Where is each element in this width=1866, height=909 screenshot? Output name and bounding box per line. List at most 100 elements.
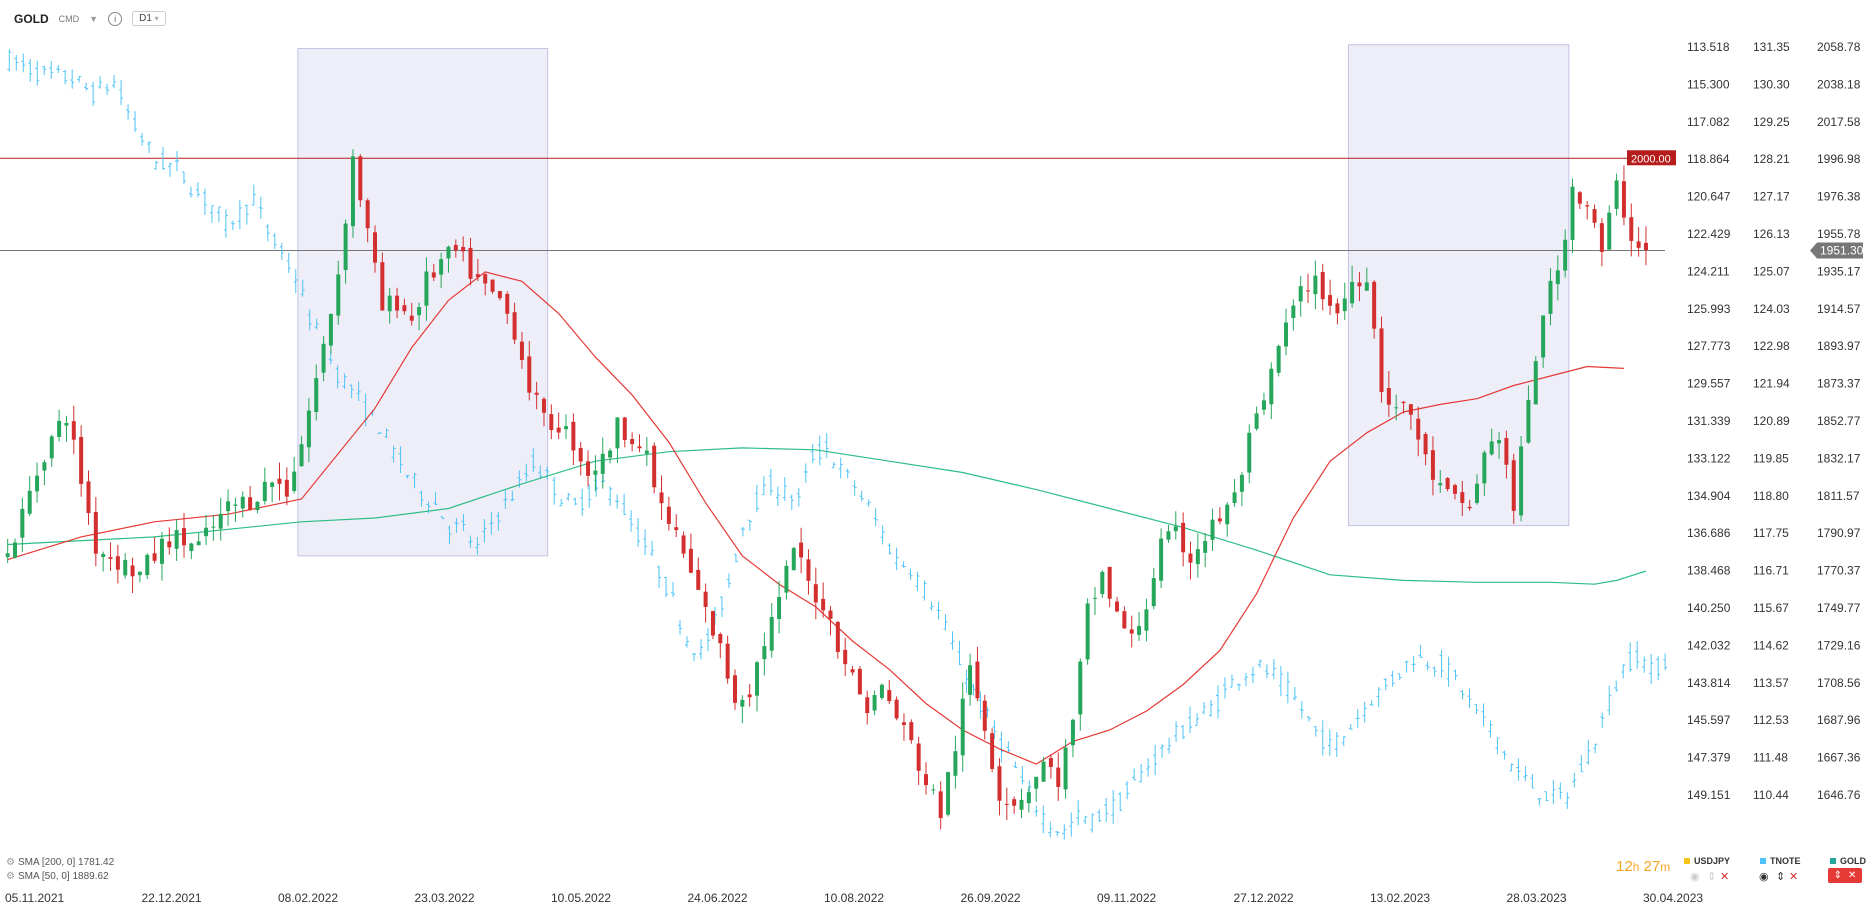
usdjpy-axis-label: 118.864 — [1687, 152, 1730, 166]
close-icon[interactable]: ✕ — [1848, 870, 1857, 881]
candle-body — [1497, 440, 1502, 444]
eye-icon[interactable]: ◉ — [1690, 871, 1700, 883]
candle-body — [108, 557, 113, 559]
candle-body — [1276, 345, 1281, 373]
tnote-axis-label: 127.17 — [1753, 190, 1790, 204]
gold-axis-label: 1708.56 — [1817, 676, 1861, 690]
candle-body — [835, 621, 840, 653]
gold-axis-label: 2017.58 — [1817, 115, 1861, 129]
candle-body — [659, 492, 664, 504]
candle-body — [1408, 404, 1413, 415]
candle-body — [1629, 217, 1634, 241]
candle-body — [446, 246, 451, 259]
close-icon[interactable]: ✕ — [1720, 871, 1730, 883]
usdjpy-axis-label: 133.122 — [1687, 451, 1731, 465]
close-icon[interactable]: ✕ — [1789, 871, 1799, 883]
overlay-gold[interactable]: GOLD — [1830, 856, 1866, 866]
candle-body — [821, 598, 826, 611]
candle-body — [1452, 485, 1457, 494]
usdjpy-color-swatch — [1684, 858, 1690, 864]
tnote-axis-label: 119.85 — [1753, 451, 1789, 465]
usdjpy-axis-label: 113.518 — [1687, 40, 1730, 54]
candle-body — [255, 501, 260, 511]
gold-axis-label: 1914.57 — [1817, 302, 1861, 316]
candle-countdown: 12h 27m — [1616, 858, 1670, 875]
candle-body — [762, 646, 767, 660]
candle-body — [115, 556, 120, 570]
sort-icon[interactable]: ⇕ — [1707, 871, 1717, 883]
candle-body — [512, 312, 517, 340]
candle-body — [1203, 541, 1208, 553]
settings-icon[interactable]: ⚙ — [6, 857, 15, 868]
candle-body — [1034, 776, 1039, 789]
candle-body — [799, 542, 804, 558]
candle-body — [314, 378, 319, 413]
usdjpy-axis-label: 138.468 — [1687, 564, 1731, 578]
candle-body — [865, 697, 870, 714]
time-axis: 05.11.2021 22.12.2021 08.02.2022 23.03.2022… — [5, 891, 1703, 905]
candle-body — [1070, 719, 1075, 746]
chevron-down-icon[interactable]: ▼ — [89, 13, 99, 24]
candle-body — [1643, 242, 1648, 251]
gold-axis-label: 2038.18 — [1817, 77, 1861, 91]
candle-body — [1541, 315, 1546, 358]
candle-body — [666, 506, 671, 524]
candle-body — [431, 272, 436, 278]
candle-body — [1026, 792, 1031, 804]
timeframe-select[interactable]: D1 ▾ — [132, 11, 166, 26]
candle-body — [365, 200, 370, 229]
candle-body — [586, 461, 591, 476]
overlay-tnote[interactable]: TNOTE — [1760, 856, 1801, 866]
eye-icon[interactable]: ◉ — [1759, 871, 1769, 883]
candle-body — [277, 478, 282, 484]
tnote-axis-label: 114.62 — [1753, 638, 1789, 652]
candle-body — [931, 789, 936, 791]
candle-body — [483, 274, 488, 284]
candle-body — [189, 543, 194, 551]
candle-body — [71, 421, 76, 440]
usdjpy-axis-label: 134.904 — [1687, 489, 1731, 503]
candle-body — [1078, 661, 1083, 715]
candle-body — [519, 341, 524, 361]
sort-icon[interactable]: ⇕ — [1833, 870, 1842, 881]
overlay-usdjpy[interactable]: USDJPY — [1684, 856, 1730, 866]
candle-body — [409, 315, 414, 321]
usdjpy-axis-label: 140.250 — [1687, 601, 1731, 615]
time-axis-label: 08.02.2022 — [278, 891, 338, 905]
sort-icon[interactable]: ⇕ — [1776, 871, 1786, 883]
candle-body — [373, 232, 378, 263]
tnote-axis-label: 110.44 — [1753, 788, 1789, 802]
candle-body — [211, 526, 216, 528]
candle-body — [1592, 209, 1597, 223]
candle-body — [1283, 322, 1288, 347]
gold-color-swatch — [1830, 858, 1836, 864]
usdjpy-axis-label: 117.082 — [1687, 115, 1730, 129]
candle-body — [747, 694, 752, 698]
candle-body — [1107, 566, 1112, 599]
sma50-line — [7, 271, 1624, 765]
indicator-row[interactable]: ⚙ SMA [200, 0] 1781.42 — [6, 856, 114, 870]
candle-body — [159, 538, 164, 564]
countdown-h-unit: h — [1632, 860, 1640, 874]
price-level-lines — [0, 157, 1665, 251]
candle-body — [1144, 609, 1149, 631]
candle-body — [490, 279, 495, 292]
tnote-axis-label: 131.35 — [1753, 40, 1790, 54]
candle-body — [1445, 478, 1450, 490]
highlight-bands — [297, 44, 1570, 557]
candle-body — [924, 774, 929, 786]
tnote-axis-label: 129.25 — [1753, 115, 1790, 129]
candle-body — [1482, 452, 1487, 484]
candle-body — [887, 690, 892, 702]
candle-body — [843, 649, 848, 665]
candle-body — [321, 343, 326, 373]
candle-body — [64, 423, 69, 426]
indicator-row[interactable]: ⚙ SMA [50, 0] 1889.62 — [6, 870, 114, 884]
info-icon[interactable]: i — [108, 11, 123, 26]
candle-body — [527, 356, 532, 393]
settings-icon[interactable]: ⚙ — [6, 871, 15, 882]
candle-body — [556, 427, 561, 433]
gold-overlay-controls[interactable]: ⇕ ✕ — [1828, 868, 1862, 883]
symbol-label[interactable]: GOLD — [14, 11, 49, 26]
